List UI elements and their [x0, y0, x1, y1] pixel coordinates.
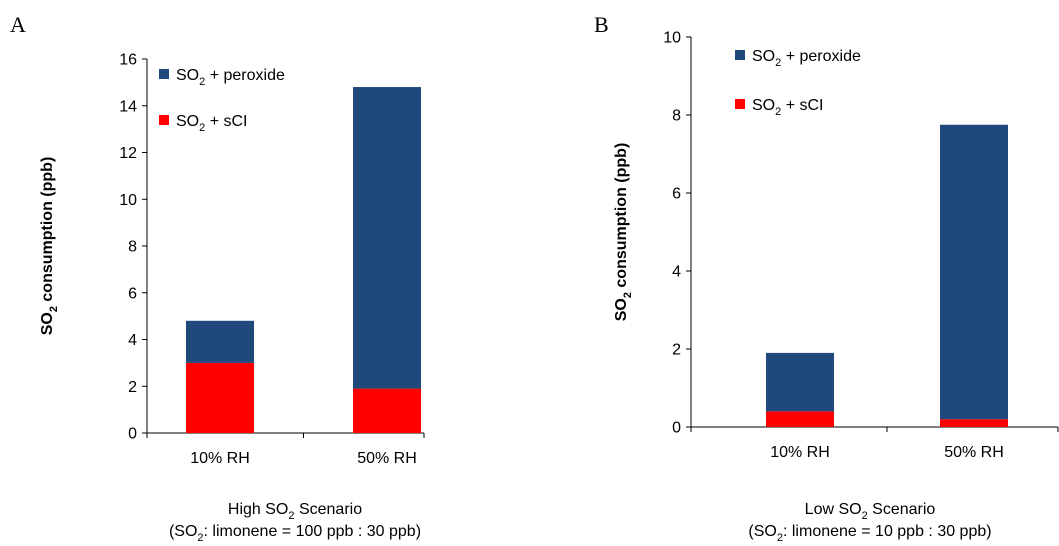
legend-swatch-peroxide	[735, 50, 745, 60]
caption-line-2: (SO2: limonene = 10 ppb : 30 ppb)	[748, 523, 991, 544]
x-category-label: 50% RH	[944, 444, 1004, 461]
panel-label: B	[594, 12, 609, 37]
y-tick-label: 14	[119, 98, 137, 115]
y-axis-label: SO2 consumption (ppb)	[39, 157, 60, 336]
y-tick-label: 2	[128, 379, 137, 396]
x-category-label: 10% RH	[190, 450, 250, 467]
y-tick-label: 4	[672, 264, 681, 281]
legend-label-peroxide: SO2 + peroxide	[752, 48, 861, 69]
y-tick-label: 10	[119, 192, 137, 209]
y-tick-label: 8	[672, 108, 681, 125]
caption-line-2: (SO2: limonene = 100 ppb : 30 ppb)	[169, 523, 421, 544]
x-category-label: 10% RH	[770, 444, 830, 461]
y-tick-label: 6	[672, 186, 681, 203]
chart-b: B 0 2 4 6 8 10 10% RH 50% RH SO2 consumption (ppb…	[594, 12, 1059, 544]
y-tick-label: 2	[672, 342, 681, 359]
legend-label-sci: SO2 + sCI	[176, 113, 247, 134]
y-axis-label: SO2 consumption (ppb)	[613, 143, 634, 322]
y-tick-label: 16	[119, 52, 137, 69]
chart-a: A 0 2 4 6 8 10 12 14 16 10% RH 50% RH SO2 consumptio…	[10, 12, 425, 544]
legend-swatch-sci	[159, 115, 169, 125]
bar-peroxide-1	[186, 320, 254, 363]
y-tick-label: 8	[128, 239, 137, 256]
y-tick-label: 0	[128, 426, 137, 443]
legend-label-peroxide: SO2 + peroxide	[176, 67, 285, 88]
caption-line-1: Low SO2 Scenario	[805, 501, 936, 522]
bar-peroxide-1	[766, 352, 834, 412]
bar-peroxide-2	[940, 124, 1008, 420]
y-tick-label: 12	[119, 145, 137, 162]
bar-sci-2	[353, 388, 421, 433]
y-tick-label: 0	[672, 420, 681, 437]
bar-peroxide-2	[353, 87, 421, 389]
panel-label: A	[10, 12, 26, 37]
caption-line-1: High SO2 Scenario	[228, 501, 362, 522]
y-tick-label: 6	[128, 285, 137, 302]
y-tick-label: 4	[128, 332, 137, 349]
legend-swatch-sci	[735, 99, 745, 109]
bar-sci-2	[940, 419, 1008, 427]
bar-sci-1	[766, 411, 834, 427]
legend-label-sci: SO2 + sCI	[752, 97, 823, 118]
y-tick-label: 10	[663, 30, 681, 47]
legend-swatch-peroxide	[159, 69, 169, 79]
x-category-label: 50% RH	[357, 450, 417, 467]
bar-sci-1	[186, 362, 254, 433]
